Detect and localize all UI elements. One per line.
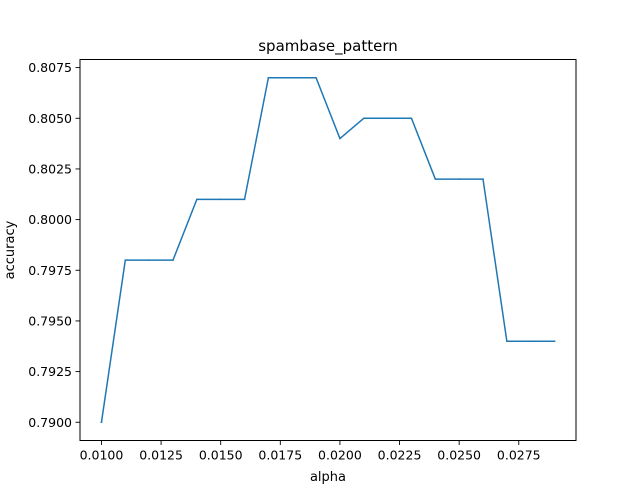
y-tick-label: 0.7925 — [28, 364, 72, 379]
y-tick-label: 0.7900 — [28, 415, 72, 430]
x-tick-label: 0.0250 — [437, 448, 481, 463]
x-tick-label: 0.0125 — [139, 448, 183, 463]
data-point — [172, 259, 174, 261]
data-point — [386, 117, 389, 120]
data-point — [482, 178, 484, 180]
data-point — [529, 340, 532, 343]
y-tick-label: 0.8075 — [28, 60, 72, 75]
data-point — [410, 117, 413, 120]
data-point — [362, 117, 365, 120]
data-point — [243, 198, 246, 201]
plot-frame — [79, 59, 577, 441]
data-point — [148, 259, 150, 261]
data-point — [458, 178, 460, 180]
x-tick-label: 0.0225 — [378, 448, 422, 463]
x-axis: 0.0100 0.0125 0.0150 0.0175 0.0200 0.0225 0.02… — [80, 440, 541, 463]
data-point — [553, 340, 556, 343]
data-point — [291, 76, 294, 79]
data-point — [124, 259, 127, 261]
series-line — [100, 76, 556, 424]
data-point — [100, 421, 103, 424]
y-tick-label: 0.8025 — [28, 161, 72, 176]
y-axis-label: accuracy — [3, 220, 18, 279]
x-tick-label: 0.0100 — [80, 448, 124, 463]
data-point — [434, 178, 437, 180]
data-point — [196, 198, 198, 201]
data-point — [339, 137, 341, 140]
y-tick-label: 0.7975 — [28, 263, 72, 278]
y-axis: 0.7900 0.7925 0.7950 0.7975 0.8000 0.8025 0.80… — [28, 60, 80, 430]
y-tick-label: 0.7950 — [28, 313, 72, 328]
data-point — [219, 198, 222, 201]
x-tick-label: 0.0175 — [258, 448, 302, 463]
x-tick-label: 0.0200 — [318, 448, 362, 463]
chart-title: spambase_pattern — [258, 37, 398, 56]
y-tick-label: 0.8000 — [28, 212, 72, 227]
x-tick-label: 0.0275 — [497, 448, 541, 463]
data-point — [315, 76, 317, 79]
data-point — [506, 340, 508, 343]
plot-area — [100, 76, 556, 424]
data-point — [267, 76, 270, 79]
x-axis-label: alpha — [310, 470, 346, 485]
x-tick-label: 0.0150 — [199, 448, 243, 463]
y-tick-label: 0.8050 — [28, 111, 72, 126]
